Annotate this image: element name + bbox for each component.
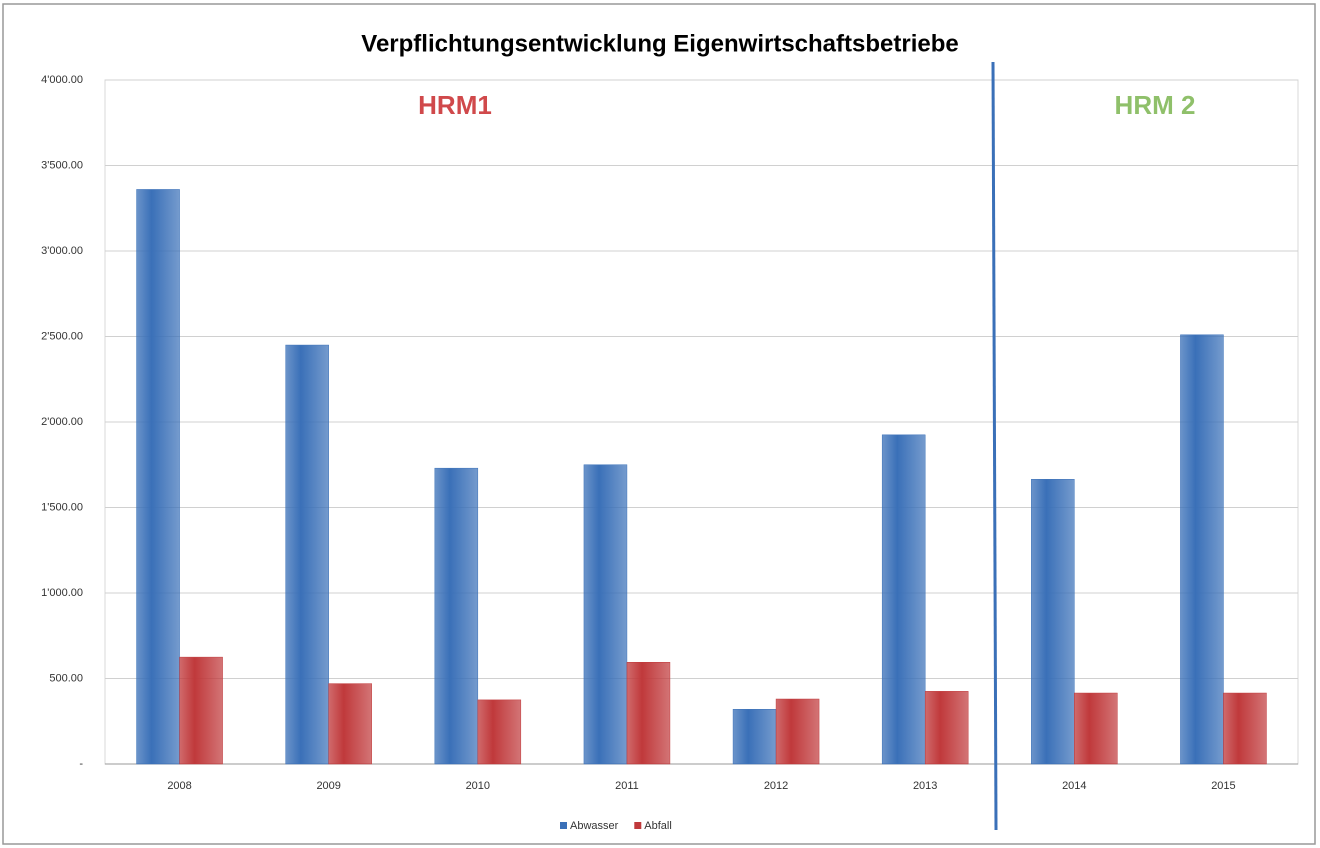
x-tick-label: 2008 [167, 780, 191, 792]
divider-line [991, 61, 998, 831]
y-tick-label: 3'000.00 [41, 245, 83, 257]
legend-swatch [560, 822, 567, 829]
y-tick-label: - [79, 758, 83, 770]
x-tick-label: 2015 [1211, 780, 1235, 792]
x-tick-label: 2012 [764, 780, 788, 792]
y-tick-label: 500.00 [49, 672, 83, 684]
annotation: HRM 2 [1115, 90, 1196, 120]
y-tick-label: 4'000.00 [41, 74, 83, 86]
x-tick-label: 2013 [913, 780, 937, 792]
y-tick-label: 2'000.00 [41, 416, 83, 428]
x-tick-label: 2011 [615, 780, 639, 792]
bar [775, 698, 820, 765]
annotation: HRM1 [418, 90, 492, 120]
y-tick-label: 1'000.00 [41, 587, 83, 599]
bar [179, 656, 223, 765]
bar [583, 464, 628, 765]
chart-title: Verpflichtungsentwicklung Eigenwirtschaf… [361, 30, 958, 57]
x-tick-label: 2014 [1062, 780, 1086, 792]
bar [477, 699, 522, 765]
bar [285, 344, 329, 765]
bar [881, 434, 926, 765]
y-tick-label: 1'500.00 [41, 501, 83, 513]
bar [924, 691, 969, 765]
y-tick-label: 3'500.00 [41, 159, 83, 171]
bar [732, 709, 777, 765]
legend-label: Abfall [644, 820, 672, 832]
x-tick-label: 2010 [466, 780, 490, 792]
bar [328, 683, 372, 765]
bar [1223, 692, 1267, 765]
y-tick-label: 2'500.00 [41, 330, 83, 342]
legend-swatch [634, 822, 642, 829]
bar [434, 467, 479, 765]
x-tick-label: 2009 [316, 780, 340, 792]
bar [1031, 479, 1075, 765]
bar [1180, 334, 1224, 765]
bar [136, 189, 180, 765]
bar [1074, 692, 1118, 765]
legend-label: Abwasser [570, 820, 619, 832]
bar [626, 662, 671, 765]
